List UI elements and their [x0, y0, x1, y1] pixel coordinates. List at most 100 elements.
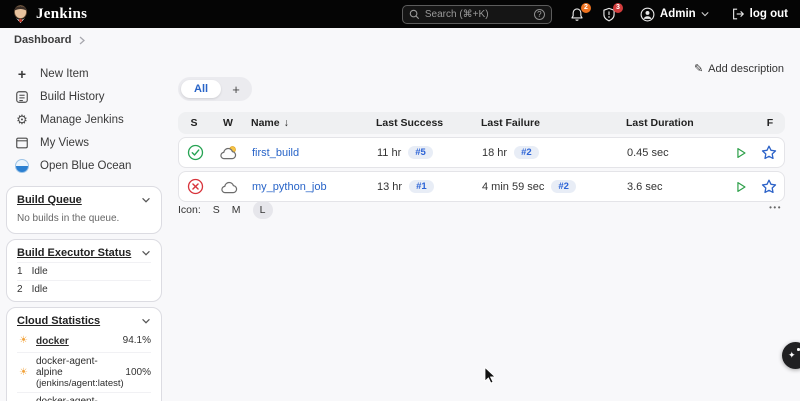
gear-icon: ⚙ [16, 111, 28, 127]
search-box[interactable]: ? [401, 4, 552, 24]
last-duration-cell: 3.6 sec [627, 180, 663, 193]
build-executor-status-header[interactable]: Build Executor Status [17, 245, 151, 260]
sidebar-item-open-blue-ocean[interactable]: Open Blue Ocean [10, 154, 158, 177]
table-overflow-menu-button[interactable]: ••• [769, 203, 782, 212]
column-last-success[interactable]: Last Success [376, 117, 444, 129]
icon-size-large-selected[interactable]: L [252, 201, 273, 219]
executor-row: 1 Idle [17, 262, 151, 278]
window-icon [14, 136, 30, 150]
notification-count-badge: 2 [580, 2, 591, 13]
chevron-down-icon[interactable] [141, 197, 151, 203]
column-last-failure[interactable]: Last Failure [481, 117, 540, 129]
last-success-time: 13 hr [377, 180, 403, 193]
job-row-my-python-job: my_python_job 13 hr #1 4 min 59 sec #2 3… [178, 171, 785, 202]
view-tabs: All + [178, 77, 253, 101]
shield-icon [603, 7, 615, 21]
build-number-badge[interactable]: #2 [551, 180, 576, 193]
search-help-icon[interactable]: ? [533, 8, 545, 20]
last-success-cell: 13 hr #1 [377, 180, 482, 193]
column-last-duration[interactable]: Last Duration [626, 117, 694, 129]
new-view-button[interactable]: + [232, 81, 240, 97]
success-status-icon[interactable] [179, 144, 211, 161]
top-bar: Jenkins ? 2 3 Admin [0, 0, 800, 28]
last-success-cell: 11 hr #5 [377, 146, 482, 159]
cloud-stat-row[interactable]: ☀ docker-agent-alpine (jenkins/agent:lat… [17, 352, 151, 392]
search-icon [409, 9, 419, 19]
sidebar-item-manage-jenkins[interactable]: ⚙ Manage Jenkins [10, 108, 158, 131]
add-description-button[interactable]: ✎ Add description [693, 62, 784, 76]
sidebar-item-build-history[interactable]: Build History [10, 85, 158, 108]
column-weather[interactable]: W [223, 117, 233, 129]
cloud-name[interactable]: docker-agent-alpine [36, 356, 98, 378]
pencil-icon: ✎ [693, 63, 704, 75]
column-favorite[interactable]: F [766, 117, 774, 129]
sidebar-item-my-views[interactable]: My Views [10, 131, 158, 154]
cloud-statistics-header[interactable]: Cloud Statistics [17, 313, 151, 328]
bell-icon [571, 7, 583, 21]
favorite-star-button[interactable] [754, 145, 784, 160]
run-build-button[interactable] [728, 180, 754, 194]
admin-user-menu[interactable]: Admin [640, 7, 709, 22]
jenkins-home-link[interactable]: Jenkins [12, 4, 88, 24]
logout-icon [732, 8, 744, 20]
admin-user-label: Admin [659, 8, 696, 20]
favorite-star-button[interactable] [754, 179, 784, 194]
sidebar-item-label: My Views [40, 136, 89, 149]
build-executor-status-title: Build Executor Status [17, 246, 132, 259]
build-queue-title: Build Queue [17, 193, 82, 206]
sidebar-item-new-item[interactable]: + New Item [10, 62, 158, 85]
breadcrumb-chevron-icon [80, 36, 86, 44]
chevron-down-icon[interactable] [141, 250, 151, 256]
cloud-name[interactable]: docker [36, 336, 69, 347]
column-status[interactable]: S [190, 117, 198, 129]
build-executor-status-panel: Build Executor Status 1 Idle 2 Idle [6, 239, 162, 302]
executor-row: 2 Idle [17, 280, 151, 296]
star-icon [761, 145, 777, 160]
partly-cloudy-icon[interactable] [211, 145, 247, 161]
breadcrumb: Dashboard [0, 28, 800, 52]
last-duration-cell: 0.45 sec [627, 146, 669, 159]
build-number-badge[interactable]: #5 [408, 146, 433, 159]
icon-size-label: Icon: [178, 204, 201, 216]
cloudy-icon[interactable] [211, 179, 247, 195]
build-queue-header[interactable]: Build Queue [17, 192, 151, 207]
job-link[interactable]: my_python_job [252, 180, 327, 193]
cloud-stat-row[interactable]: ☀ docker 94.1% [17, 328, 151, 352]
chevron-down-icon[interactable] [141, 318, 151, 324]
cloud-statistics-panel: Cloud Statistics ☀ docker 94.1% ☀ docker… [6, 307, 162, 401]
build-number-badge[interactable]: #1 [409, 180, 434, 193]
search-input[interactable] [424, 8, 529, 20]
cloud-name[interactable]: docker-agent-alpine [36, 396, 122, 401]
logout-button[interactable]: log out [731, 7, 788, 21]
security-warning-count-badge: 3 [612, 2, 623, 13]
sun-icon: ☀ [19, 367, 28, 378]
job-table-header: S W Name ↓ Last Success Last Failure Las… [178, 112, 785, 134]
brand-title: Jenkins [36, 5, 88, 22]
add-description-label: Add description [708, 62, 784, 75]
last-failure-cell: 18 hr #2 [482, 146, 627, 159]
job-link[interactable]: first_build [252, 146, 300, 159]
plus-icon: + [17, 65, 27, 82]
last-failure-time: 4 min 59 sec [482, 180, 545, 193]
sun-icon: ☀ [19, 334, 28, 346]
failure-status-icon[interactable] [179, 178, 211, 195]
run-build-button[interactable] [728, 146, 754, 160]
star-icon [761, 179, 777, 194]
executor-number: 2 [17, 284, 23, 295]
assistant-floating-button[interactable]: ✦ [782, 342, 800, 369]
icon-size-medium[interactable]: M [231, 204, 241, 216]
notifications-button[interactable]: 2 [570, 2, 591, 22]
build-number-badge[interactable]: #2 [514, 146, 539, 159]
sort-descending-icon: ↓ [283, 117, 289, 129]
blue-ocean-icon [14, 158, 30, 173]
cloud-stat-row[interactable]: ☁ docker-agent-alpine (jenkins/agent:alp… [17, 392, 151, 401]
tab-all[interactable]: All [181, 80, 222, 98]
logout-label: log out [749, 8, 788, 20]
icon-size-small[interactable]: S [212, 204, 220, 216]
security-warnings-button[interactable]: 3 [602, 2, 623, 22]
column-name[interactable]: Name ↓ [251, 117, 289, 129]
last-success-time: 11 hr [377, 146, 402, 159]
breadcrumb-item-dashboard[interactable]: Dashboard [14, 34, 72, 46]
last-failure-cell: 4 min 59 sec #2 [482, 180, 627, 193]
sidebar-item-label: Open Blue Ocean [40, 159, 132, 172]
